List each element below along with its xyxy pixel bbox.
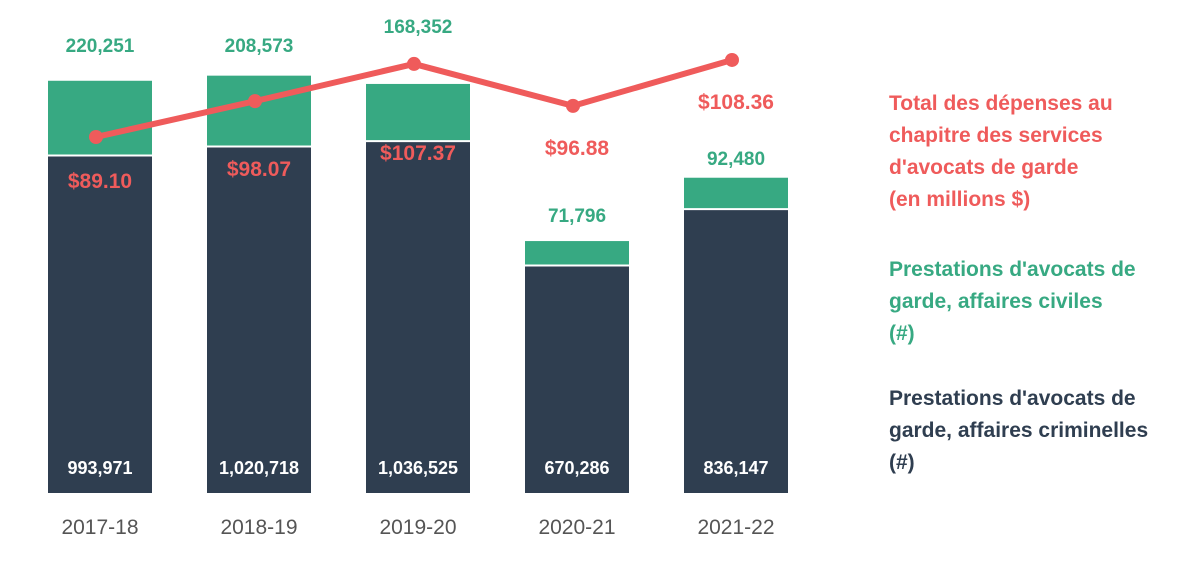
legend-criminal-line-2: garde, affaires criminelles [889,419,1149,442]
legend-criminal-line-3: (#) [889,451,915,474]
label-spending-2020-21: $96.88 [545,137,610,160]
criminal-bars-group [48,141,788,493]
label-criminal-2017-18: 993,971 [67,458,132,478]
x-tick-2018-19: 2018-19 [220,516,297,539]
spending-point-2017-18 [89,130,103,144]
legend-civil-line-2: garde, affaires civiles [889,290,1103,313]
x-tick-2020-21: 2020-21 [538,516,615,539]
bar-criminal-2017-18 [48,155,152,493]
legend-spending-line-3: d'avocats de garde [889,156,1079,179]
spending-point-2021-22 [725,52,739,67]
label-criminal-2021-22: 836,147 [703,458,768,478]
legend-spending-line-4: (en millions $) [889,188,1031,211]
label-spending-2019-20: $107.37 [380,142,456,165]
legend-criminal: Prestations d'avocats de garde, affaires… [889,383,1189,479]
x-axis: 2017-18 2018-19 2019-20 2020-21 2021-22 [61,516,774,539]
label-criminal-2020-21: 670,286 [544,458,609,478]
legend-civil: Prestations d'avocats de garde, affaires… [889,254,1189,350]
bar-civil-2017-18 [48,80,152,156]
data-labels-group: 993,971 220,251 1,020,718 208,573 1,036,525 1… [66,17,774,478]
legend-civil-line-1: Prestations d'avocats de [889,258,1136,281]
label-spending-2017-18: $89.10 [68,170,132,193]
legend-spending-line-2: chapitre des services [889,124,1103,147]
label-civil-2018-19: 208,573 [225,36,294,57]
label-civil-2020-21: 71,796 [548,206,606,227]
bar-criminal-2021-22 [684,209,788,493]
bar-civil-2019-20 [366,83,470,142]
bar-civil-2021-22 [684,177,788,210]
legend-spending: Total des dépenses au chapitre des servi… [889,88,1189,216]
bar-civil-2020-21 [525,241,629,266]
label-criminal-2019-20: 1,036,525 [378,458,458,478]
legend-spending-line-1: Total des dépenses au [889,92,1113,115]
x-tick-2021-22: 2021-22 [697,516,774,539]
label-criminal-2018-19: 1,020,718 [219,458,299,478]
spending-point-2020-21 [566,98,580,113]
spending-line-group [89,52,739,144]
legend-criminal-line-1: Prestations d'avocats de [889,387,1136,410]
legend-civil-line-3: (#) [889,322,915,345]
bar-criminal-2018-19 [207,146,311,493]
spending-point-2018-19 [248,94,262,109]
bar-criminal-2020-21 [525,265,629,493]
spending-point-2019-20 [407,56,421,71]
label-civil-2019-20: 168,352 [384,17,453,38]
chart-area: 993,971 220,251 1,020,718 208,573 1,036,525 1… [48,17,788,539]
bar-criminal-2019-20 [366,141,470,493]
label-spending-2021-22: $108.36 [698,91,774,114]
x-tick-2019-20: 2019-20 [379,516,456,539]
label-civil-2021-22: 92,480 [707,149,765,170]
label-civil-2017-18: 220,251 [66,36,135,57]
civil-bars-group [48,75,788,267]
x-tick-2017-18: 2017-18 [61,516,138,539]
label-spending-2018-19: $98.07 [227,158,291,181]
